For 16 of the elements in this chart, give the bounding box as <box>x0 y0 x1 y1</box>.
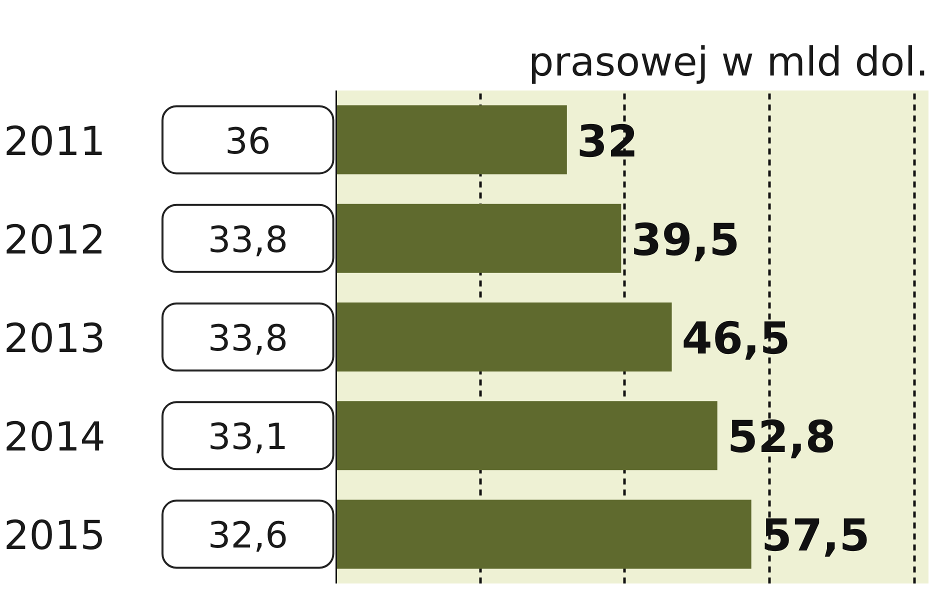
data-label: 39,5 <box>631 214 740 266</box>
text: 36 <box>224 121 271 162</box>
data-label: 57,5 <box>761 510 870 562</box>
chart-title: prasowej w mld dol. <box>528 40 929 86</box>
text: 33,8 <box>208 220 288 261</box>
y-tick-label: 2013 <box>4 316 106 362</box>
data-label: 46,5 <box>682 314 790 364</box>
text: 33,1 <box>208 417 288 458</box>
text: 32,6 <box>208 516 288 557</box>
data-label: 52,8 <box>727 412 836 464</box>
text: 33,8 <box>208 318 288 360</box>
y-tick-label: 2014 <box>4 414 106 461</box>
y-tick-label: 2011 <box>4 118 106 165</box>
data-label: 32 <box>576 116 638 168</box>
y-tick-label: 2015 <box>4 513 106 560</box>
y-tick-label: 2012 <box>4 217 106 264</box>
